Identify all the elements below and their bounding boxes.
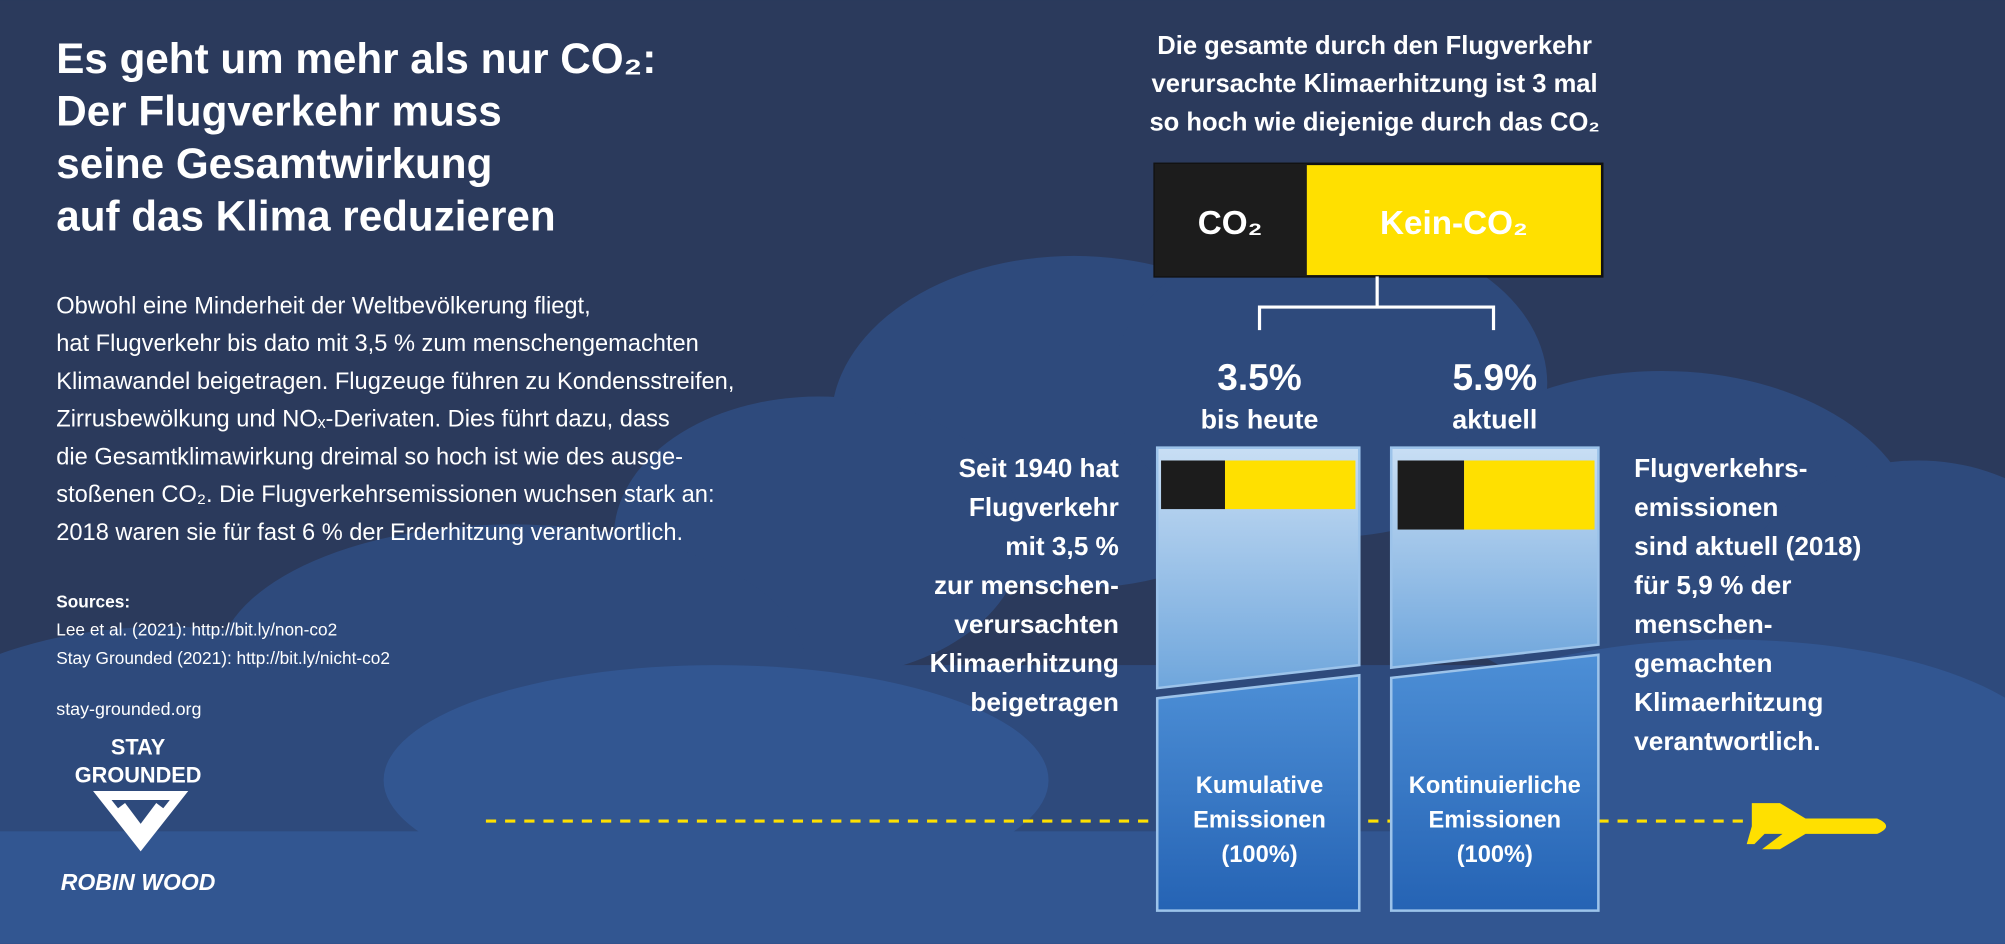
side-text: emissionen [1634, 492, 1778, 522]
body-line: 2018 waren sie für fast 6 % der Erderhit… [56, 520, 683, 546]
column-label: (100%) [1457, 842, 1533, 868]
logo-text: GROUNDED [75, 763, 202, 788]
source-item: Stay Grounded (2021): http://bit.ly/nich… [56, 648, 390, 668]
side-text: Flugverkehr [969, 492, 1119, 522]
diagram-headline: Die gesamte durch den Flugverkehr [1157, 32, 1592, 60]
side-text: Flugverkehrs- [1634, 453, 1807, 483]
title-line: Der Flugverkehr muss [56, 87, 501, 134]
body-line: Klimawandel beigetragen. Flugzeuge führe… [56, 369, 734, 395]
diagram-headline: verursachte Klimaerhitzung ist 3 mal [1152, 70, 1598, 98]
side-text: verantwortlich. [1634, 726, 1820, 756]
diagram-headline: so hoch wie diejenige durch das CO₂ [1149, 109, 1599, 137]
body-line: stoßenen CO₂. Die Flugverkehrsemissionen… [56, 482, 714, 508]
column-label: Emissionen [1428, 807, 1561, 833]
share-label: aktuell [1452, 405, 1537, 435]
side-text: sind aktuell (2018) [1634, 531, 1861, 561]
column-label: Kontinuierliche [1409, 773, 1581, 799]
column-label: (100%) [1221, 842, 1297, 868]
title-line: Es geht um mehr als nur CO₂: [56, 35, 656, 82]
side-text: verursachten [954, 609, 1119, 639]
body-line: die Gesamtklimawirkung dreimal so hoch i… [56, 444, 683, 470]
column-label: Kumulative [1196, 773, 1323, 799]
sources-heading: Sources: [56, 592, 130, 612]
side-text: Klimaerhitzung [930, 648, 1119, 678]
side-text: zur menschen- [934, 570, 1119, 600]
column-label: Emissionen [1193, 807, 1326, 833]
side-text: für 5,9 % der [1634, 570, 1791, 600]
body-line: Zirrusbewölkung und NOₓ-Derivaten. Dies … [56, 407, 670, 433]
bar-label: CO₂ [1198, 205, 1263, 242]
side-text: beigetragen [970, 687, 1119, 717]
partner-logo: ROBIN WOOD [61, 869, 216, 895]
page: Stay Grounded – Flugverkehr { "title": [… [0, 0, 2005, 944]
body: Es geht um mehr als nur CO₂: Der Flugverk… [0, 0, 2005, 944]
website: stay-grounded.org [56, 699, 201, 719]
source-item: Lee et al. (2021): http://bit.ly/non-co2 [56, 620, 337, 640]
side-text: Seit 1940 hat [959, 453, 1119, 483]
share-value: 3.5% [1217, 356, 1302, 398]
side-text: gemachten [1634, 648, 1772, 678]
share-value: 5.9% [1453, 356, 1538, 398]
title-line: seine Gesamtwirkung [56, 140, 492, 187]
logo-text: STAY [111, 735, 166, 760]
body-line: hat Flugverkehr bis dato mit 3,5 % zum m… [56, 331, 699, 357]
share-label: bis heute [1201, 405, 1319, 435]
side-text: menschen- [1634, 609, 1772, 639]
bar-label: Kein-CO₂ [1380, 205, 1528, 242]
title-line: auf das Klima reduzieren [56, 192, 555, 239]
infographic: Es geht um mehr als nur CO₂: Der Flugverk… [0, 0, 2005, 944]
body-line: Obwohl eine Minderheit der Weltbevölkeru… [56, 293, 590, 319]
side-text: Klimaerhitzung [1634, 687, 1823, 717]
side-text: mit 3,5 % [1005, 531, 1119, 561]
